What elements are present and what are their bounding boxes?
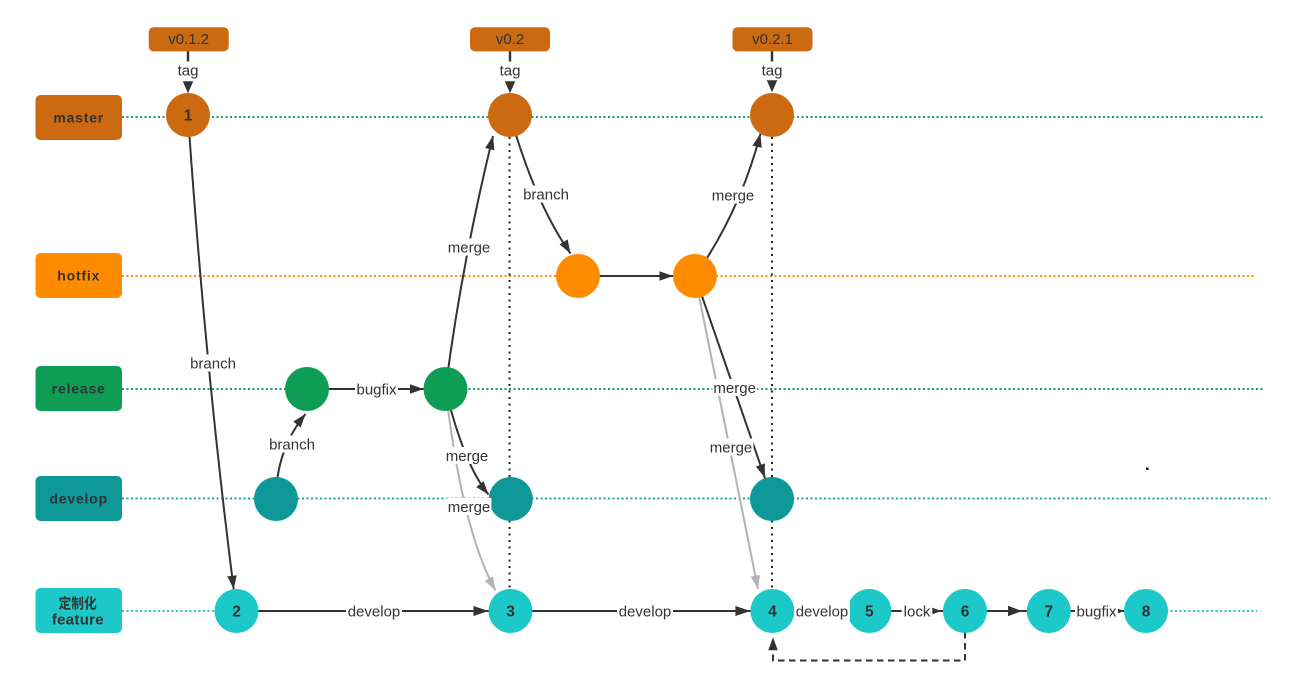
svg-text:tag: tag bbox=[500, 62, 521, 79]
svg-text:feature: feature bbox=[52, 611, 104, 628]
svg-text:5: 5 bbox=[865, 604, 874, 621]
svg-text:v0.1.2: v0.1.2 bbox=[168, 31, 209, 48]
svg-text:7: 7 bbox=[1044, 604, 1053, 621]
svg-text:6: 6 bbox=[961, 604, 970, 621]
svg-text:develop: develop bbox=[619, 603, 672, 620]
svg-text:merge: merge bbox=[710, 439, 753, 456]
svg-text:bugfix: bugfix bbox=[1076, 603, 1117, 620]
svg-text:branch: branch bbox=[269, 436, 315, 453]
svg-text:bugfix: bugfix bbox=[356, 381, 397, 398]
svg-text:release: release bbox=[52, 381, 106, 397]
svg-text:merge: merge bbox=[712, 187, 755, 204]
svg-text:3: 3 bbox=[506, 604, 515, 621]
svg-text:2: 2 bbox=[232, 604, 241, 621]
svg-text:tag: tag bbox=[762, 62, 783, 79]
svg-text:develop: develop bbox=[796, 603, 849, 620]
svg-text:develop: develop bbox=[348, 603, 401, 620]
svg-text:v0.2.1: v0.2.1 bbox=[752, 31, 793, 48]
svg-text:branch: branch bbox=[190, 355, 236, 372]
svg-text:branch: branch bbox=[523, 186, 569, 203]
svg-text:4: 4 bbox=[768, 604, 777, 621]
svg-text:tag: tag bbox=[178, 62, 199, 79]
svg-text:v0.2: v0.2 bbox=[496, 31, 524, 48]
svg-text:1: 1 bbox=[184, 108, 193, 125]
svg-text:merge: merge bbox=[446, 448, 489, 465]
svg-text:develop: develop bbox=[49, 491, 108, 507]
svg-text:hotfix: hotfix bbox=[57, 268, 100, 284]
svg-text:master: master bbox=[53, 110, 104, 126]
svg-text:merge: merge bbox=[448, 499, 491, 516]
svg-text:8: 8 bbox=[1142, 604, 1151, 621]
svg-text:lock: lock bbox=[904, 603, 931, 620]
svg-text:merge: merge bbox=[448, 239, 491, 256]
svg-text:merge: merge bbox=[713, 380, 756, 397]
